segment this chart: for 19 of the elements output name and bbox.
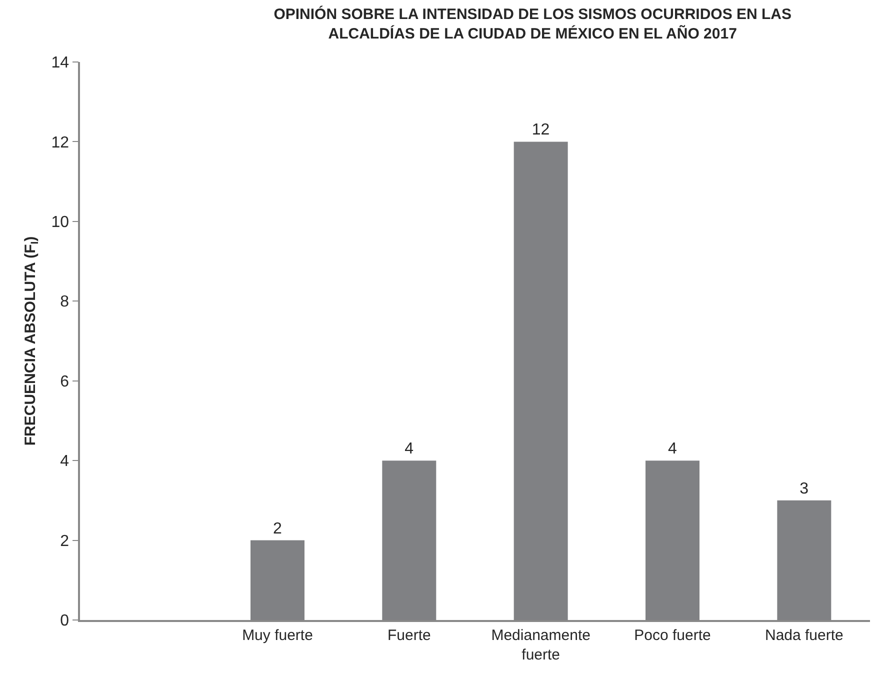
y-tick-label: 2 [60,532,70,550]
x-tick-label: Nada fuerte [764,626,844,644]
data-label: 3 [800,480,809,498]
x-tick-label: Poco fuerte [634,626,711,644]
y-tick-label: 12 [51,134,70,152]
y-tick-label: 4 [60,453,70,470]
x-tick-label: Muy fuerte [242,626,313,644]
y-tick-label: 10 [51,214,70,232]
chart-title: OPINIÓN SOBRE LA INTENSIDAD DE LOS SISMOS OCURRIDOS EN LAS ALCALDÍAS DE LA CIUDAD DE MÉXICO EN EL AÑO 2017 [274,4,792,42]
data-label: 2 [273,520,282,538]
y-tick-label: 6 [60,373,70,390]
data-label: 12 [532,122,550,139]
x-tick-label: Fuerte [387,626,431,644]
data-label: 4 [404,440,414,458]
y-tick-label: 0 [60,612,70,630]
data-label: 4 [668,440,677,458]
y-tick-label: 14 [51,54,70,72]
x-tick-label: Medianamente fuerte [491,626,590,664]
y-tick-label: 8 [60,294,70,311]
